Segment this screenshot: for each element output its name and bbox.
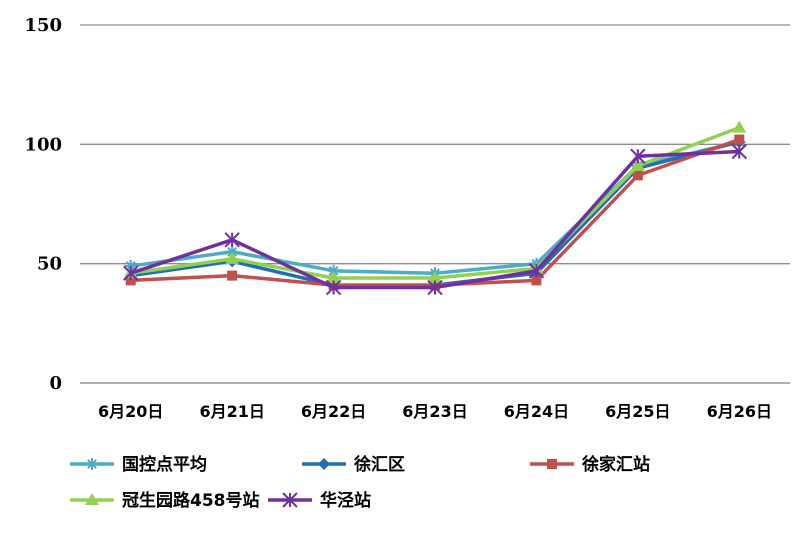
legend-item: 徐家汇站	[530, 454, 650, 475]
legend-label: 华泾站	[320, 490, 371, 511]
data-point	[227, 270, 238, 281]
x-tick-label: 6月22日	[301, 402, 366, 421]
data-point	[225, 251, 240, 264]
series-line	[130, 125, 740, 280]
data-point	[531, 275, 542, 286]
legend-item: 徐汇区	[302, 454, 405, 475]
series-1	[124, 135, 746, 280]
x-tick-label: 6月20日	[98, 402, 163, 421]
legend-label: 徐汇区	[353, 454, 405, 475]
data-point	[325, 279, 342, 296]
y-tick-label: 50	[37, 254, 62, 275]
series-5	[123, 143, 747, 296]
legend-label: 国控点平均	[122, 454, 207, 475]
y-tick-label: 0	[49, 373, 62, 394]
gridlines	[80, 24, 790, 384]
x-axis-ticks: 6月20日 6月21日 6月22日 6月23日 6月24日 6月25日 6月26日	[98, 402, 772, 421]
legend-marker	[85, 493, 99, 505]
legend-item: 国控点平均	[70, 454, 207, 475]
data-point	[632, 170, 643, 181]
data-point	[326, 270, 341, 283]
x-tick-label: 6月26日	[707, 402, 772, 421]
data-point	[732, 120, 747, 133]
legend-marker	[318, 458, 330, 470]
y-tick-label: 150	[24, 15, 62, 36]
legend-marker	[547, 459, 557, 469]
data-point	[428, 270, 442, 283]
legend-marker	[86, 458, 98, 470]
legend-item: 华泾站	[268, 490, 371, 511]
data-point	[224, 232, 240, 248]
data-point	[731, 143, 747, 160]
data-point	[123, 265, 139, 281]
data-point	[734, 134, 745, 145]
data-point	[427, 279, 443, 296]
data-point	[630, 148, 646, 164]
x-tick-label: 6月21日	[199, 402, 264, 421]
legend-label: 冠生园路458号站	[122, 490, 260, 511]
y-axis-ticks: 0 50 100 150	[24, 15, 62, 394]
data-point	[226, 245, 239, 258]
y-tick-label: 100	[24, 134, 62, 155]
legend-marker	[282, 492, 298, 508]
x-tick-label: 6月25日	[605, 402, 670, 421]
legend-label: 徐家汇站	[581, 454, 650, 475]
series-3	[125, 134, 745, 291]
x-tick-label: 6月24日	[504, 402, 569, 421]
legend-item: 冠生园路458号站	[70, 490, 260, 511]
x-tick-label: 6月23日	[402, 402, 467, 421]
data-point	[125, 275, 136, 286]
series-lines	[123, 120, 747, 296]
data-point	[630, 158, 645, 171]
data-point	[528, 263, 545, 279]
data-point	[124, 260, 137, 273]
